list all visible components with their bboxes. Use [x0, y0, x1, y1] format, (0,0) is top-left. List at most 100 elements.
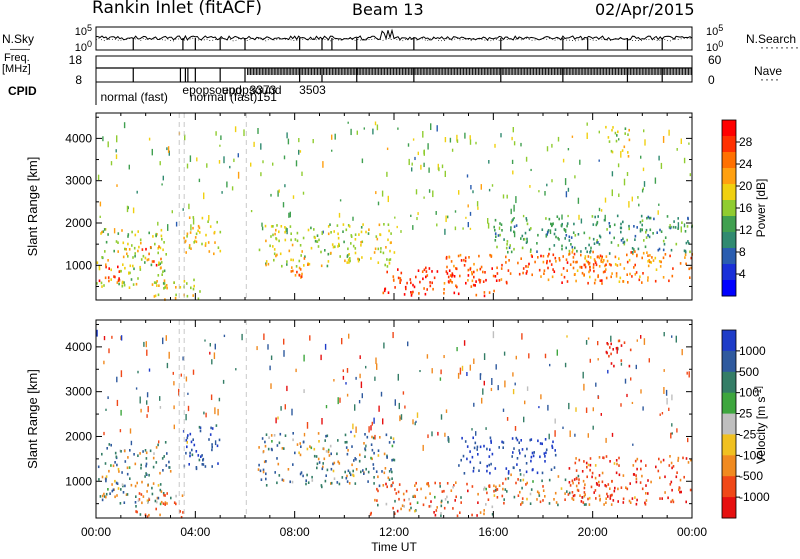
range-gate-cell [117, 265, 119, 269]
sparse-echo [567, 187, 570, 192]
range-gate-cell [510, 228, 512, 232]
range-gate-cell [202, 457, 205, 461]
range-gate-cell [467, 274, 470, 277]
sparse-echo [565, 191, 568, 198]
range-gate-cell [105, 479, 107, 483]
range-gate-cell [104, 462, 107, 465]
range-gate-cell [610, 342, 612, 346]
range-gate-cell [441, 490, 444, 493]
range-gate-cell [446, 495, 448, 499]
range-gate-cell [495, 485, 497, 489]
sparse-echo [206, 163, 208, 168]
range-gate-cell [121, 229, 123, 232]
range-gate-cell [585, 461, 588, 465]
range-gate-cell [383, 471, 386, 475]
sparse-echo [631, 401, 634, 405]
range-gate-cell [493, 494, 496, 497]
range-gate-cell [276, 444, 279, 447]
range-gate-cell [576, 249, 578, 253]
range-gate-cell [607, 136, 610, 139]
sparse-echo [465, 216, 467, 219]
nave-label: Nave [754, 64, 783, 78]
range-gate-cell [185, 451, 187, 455]
velocity-colorbar-tick-label: -25 [739, 427, 757, 441]
range-gate-cell [397, 490, 400, 494]
range-gate-cell [495, 235, 497, 238]
range-gate-cell [526, 447, 528, 451]
range-gate-cell [391, 458, 393, 462]
range-gate-cell [494, 239, 497, 242]
range-gate-cell [599, 279, 602, 282]
range-gate-cell [219, 249, 222, 253]
range-gate-cell [488, 455, 491, 458]
sparse-echo [377, 201, 380, 206]
sparse-echo [338, 212, 341, 218]
range-gate-cell [374, 498, 376, 502]
sparse-echo [528, 353, 530, 359]
range-gate-cell [147, 484, 149, 487]
sparse-echo [320, 354, 322, 361]
range-gate-cell [189, 451, 191, 455]
range-gate-cell [613, 489, 616, 493]
range-gate-cell [358, 258, 360, 261]
range-gate-cell [553, 232, 556, 236]
range-gate-cell [662, 256, 665, 260]
range-gate-cell [368, 228, 370, 231]
range-gate-cell [104, 228, 107, 231]
range-gate-cell [165, 284, 168, 287]
range-gate-cell [480, 265, 483, 269]
range-gate-cell [554, 449, 556, 452]
range-gate-cell [478, 254, 480, 258]
range-gate-cell [304, 255, 306, 258]
range-gate-cell [363, 442, 365, 445]
range-gate-cell [450, 260, 453, 263]
range-gate-cell [447, 500, 449, 504]
sparse-echo [270, 355, 273, 360]
range-gate-cell [587, 260, 589, 264]
range-gate-cell [451, 275, 453, 278]
range-gate-cell [432, 287, 434, 291]
range-gate-cell [133, 267, 135, 271]
range-gate-cell [446, 482, 449, 485]
sparse-echo [356, 130, 358, 135]
sparse-echo [116, 184, 118, 187]
range-gate-cell [433, 276, 436, 280]
range-gate-cell [599, 497, 601, 501]
range-gate-cell [503, 498, 505, 501]
range-gate-cell [605, 455, 608, 458]
range-gate-cell [301, 272, 303, 276]
range-gate-cell [627, 151, 629, 154]
range-gate-cell [424, 292, 427, 296]
range-gate-cell [98, 267, 101, 271]
range-gate-cell [566, 269, 568, 272]
range-gate-cell [518, 441, 520, 444]
range-gate-cell [587, 497, 589, 501]
range-gate-cell [180, 516, 183, 519]
range-gate-cell [145, 457, 148, 460]
range-gate-cell [689, 488, 692, 492]
range-gate-cell [455, 267, 457, 270]
range-gate-cell [354, 251, 357, 255]
range-gate-cell [145, 462, 148, 466]
range-gate-cell [112, 488, 115, 492]
range-gate-cell [551, 275, 554, 279]
sparse-echo [162, 175, 164, 181]
range-gate-cell [115, 455, 118, 459]
search-noise-line [95, 37, 693, 42]
range-gate-cell [575, 469, 578, 472]
range-gate-cell [671, 498, 674, 502]
range-gate-cell [623, 242, 626, 246]
sparse-echo [598, 130, 600, 134]
range-gate-cell [364, 455, 366, 458]
range-gate-cell [134, 254, 136, 258]
range-gate-cell [589, 468, 591, 472]
range-gate-cell [647, 254, 649, 257]
range-gate-cell [382, 484, 385, 487]
range-gate-cell [608, 222, 611, 225]
range-gate-cell [164, 501, 167, 504]
range-gate-cell [391, 470, 393, 474]
range-gate-cell [364, 433, 366, 436]
range-gate-cell [189, 231, 192, 234]
range-gate-cell [633, 266, 635, 269]
sparse-echo [438, 167, 440, 172]
